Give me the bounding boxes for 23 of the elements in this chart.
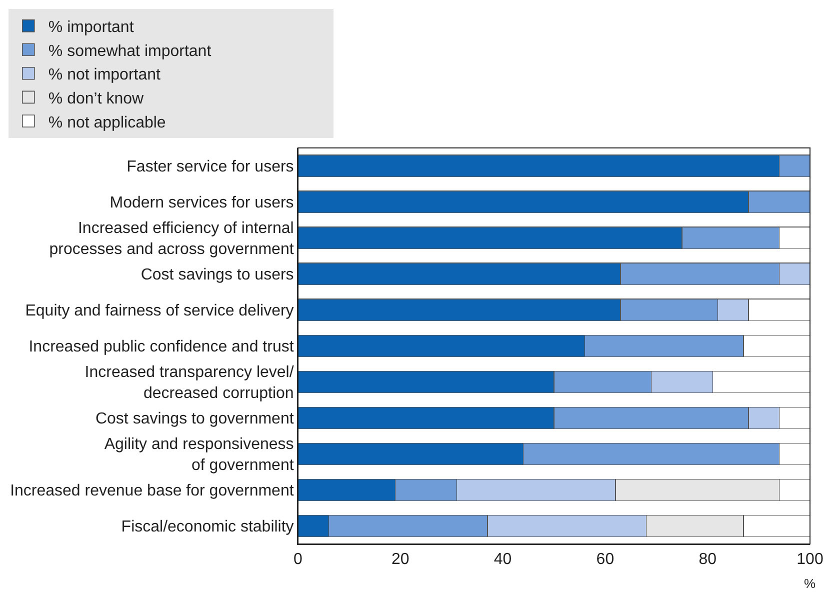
x-tick-label: 0 [294, 551, 303, 568]
x-tick-label: 60 [596, 551, 614, 568]
legend-label: % not important [48, 66, 162, 84]
x-tick-label: 20 [392, 551, 410, 568]
y-tick-label: Increased transparency level/ decreased corruption [84, 364, 294, 402]
x-tick-label: 40 [494, 551, 512, 568]
y-tick-label: Increased public confidence and trust [28, 338, 294, 356]
y-tick-label: Faster service for users [126, 158, 294, 176]
x-tick-label: 100 [796, 551, 824, 568]
y-tick-label: Modern services for users [110, 194, 294, 212]
y-tick-label: Increased revenue base for government [10, 482, 294, 500]
x-tick-label: 80 [698, 551, 717, 568]
y-tick-label: Cost savings to government [95, 410, 294, 428]
y-tick-label: Equity and fairness of service delivery [25, 302, 294, 320]
legend-label: % somewhat important [48, 42, 212, 60]
y-tick-label: Increased efficiency of internal processes and across government [49, 220, 294, 258]
y-tick-label: Cost savings to users [140, 266, 294, 284]
y-tick-label: Agility and responsiveness of government [104, 436, 294, 474]
legend-label: % important [48, 19, 134, 36]
x-axis-title: % [804, 576, 816, 591]
y-tick-label: Fiscal/economic stability [121, 518, 294, 536]
legend-label: % not applicable [48, 114, 166, 132]
legend-label: % don’t know [48, 90, 144, 108]
